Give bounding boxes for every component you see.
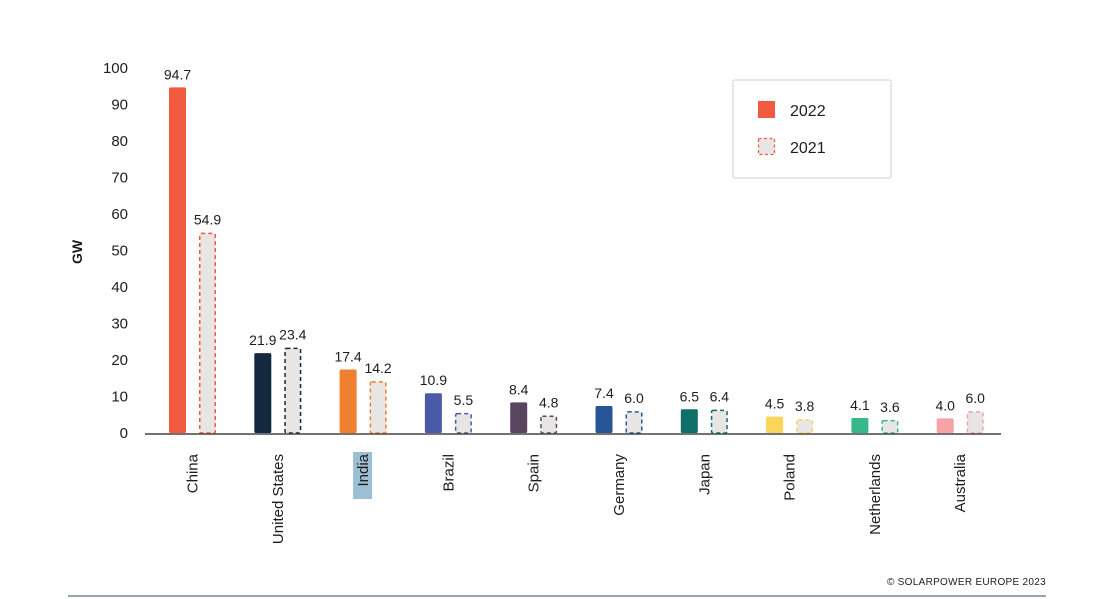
y-tick-label: 60 <box>111 206 128 223</box>
value-label-2022: 10.9 <box>420 372 447 388</box>
category-label: United States <box>270 454 287 544</box>
bar-2021 <box>796 419 814 434</box>
value-label-2021: 3.6 <box>880 399 900 415</box>
category-label: Japan <box>696 454 713 495</box>
y-tick-label: 0 <box>120 425 128 442</box>
value-label-2021: 6.4 <box>710 389 730 405</box>
legend-swatch-2021 <box>757 137 776 156</box>
value-label-2022: 94.7 <box>164 66 191 82</box>
value-label-2022: 4.5 <box>765 396 785 412</box>
value-label-2021: 6.0 <box>965 390 985 406</box>
bar-2022 <box>680 409 698 433</box>
value-label-2022: 8.4 <box>509 381 529 397</box>
category-label: Poland <box>782 454 799 501</box>
bar-2021 <box>881 419 899 434</box>
bar-2022 <box>510 402 528 433</box>
value-label-2022: 17.4 <box>334 348 361 364</box>
y-tick-label: 80 <box>111 133 128 150</box>
value-label-2022: 4.1 <box>850 397 870 413</box>
category-label-group: Netherlands <box>867 454 884 535</box>
legend-label-2021: 2021 <box>790 140 826 157</box>
y-tick-label: 70 <box>111 170 128 187</box>
category-label: Spain <box>526 454 543 492</box>
y-axis-ticks: 0 10 20 30 40 50 60 70 80 90 100 <box>103 60 128 442</box>
bar-2022 <box>169 87 186 433</box>
value-label-2021: 6.0 <box>624 390 644 406</box>
category-label: India <box>355 453 372 486</box>
category-label-group: Spain <box>526 454 543 492</box>
value-label-2022: 21.9 <box>249 332 276 348</box>
value-label-2021: 3.8 <box>795 398 815 414</box>
y-tick-label: 90 <box>111 97 128 114</box>
category-label: China <box>185 453 202 493</box>
category-label-group: Australia <box>952 453 969 512</box>
value-label-2021: 5.5 <box>454 392 474 408</box>
value-label-2021: 54.9 <box>194 212 221 228</box>
value-label-2021: 23.4 <box>279 327 306 343</box>
bar-2021 <box>625 411 643 434</box>
copyright-text: © SOLARPOWER EUROPE 2023 <box>887 577 1046 588</box>
category-label-group: Brazil <box>440 454 457 492</box>
category-labels: China United States India Brazil Spain German… <box>185 452 969 544</box>
bar-2021 <box>284 347 302 434</box>
y-tick-label: 20 <box>111 352 128 369</box>
legend-label-2022: 2022 <box>790 103 826 120</box>
y-tick-label: 40 <box>111 279 128 296</box>
y-tick-label: 50 <box>111 243 128 260</box>
bars-group: 94.7 54.9 21.9 23.4 17.414.2 10.9 5.5 8.4 4.8 7.4… <box>164 66 985 434</box>
legend-box <box>732 79 892 179</box>
category-label-group: United States <box>270 454 287 544</box>
y-tick-label: 10 <box>111 389 128 406</box>
category-label: Germany <box>611 454 628 516</box>
bar-2022 <box>339 369 357 433</box>
category-label-group: China <box>185 453 202 493</box>
bar-2021 <box>540 415 558 434</box>
value-label-2021: 4.8 <box>539 394 559 410</box>
category-label: Australia <box>952 453 969 512</box>
value-label-2022: 6.5 <box>680 388 700 404</box>
category-highlight <box>353 452 373 499</box>
value-label-2022: 7.4 <box>594 385 614 401</box>
bar-2021 <box>369 381 387 434</box>
category-label: Brazil <box>440 454 457 492</box>
category-label-group: Japan <box>696 454 713 495</box>
value-label-2022: 4.0 <box>935 397 955 413</box>
category-label-group: India <box>353 452 373 499</box>
bar-2022 <box>595 405 613 433</box>
bar-2022 <box>766 416 784 433</box>
category-label: Netherlands <box>867 454 884 535</box>
category-label-group: Germany <box>611 454 628 516</box>
y-axis-label: GW <box>69 239 85 264</box>
bar-2021 <box>199 232 216 434</box>
legend: 2022 2021 <box>732 79 892 179</box>
bar-2021 <box>966 411 984 434</box>
bar-2022 <box>424 393 442 433</box>
value-label-2021: 14.2 <box>364 360 391 376</box>
y-tick-label: 100 <box>103 60 128 77</box>
legend-swatch-2022 <box>758 101 775 118</box>
y-tick-label: 30 <box>111 316 128 333</box>
bar-2022 <box>936 418 954 433</box>
bar-2021 <box>710 409 728 434</box>
bar-2022 <box>851 418 869 433</box>
category-label-group: Poland <box>782 454 799 501</box>
bar-2022 <box>254 353 272 433</box>
bar-2021 <box>454 412 472 434</box>
